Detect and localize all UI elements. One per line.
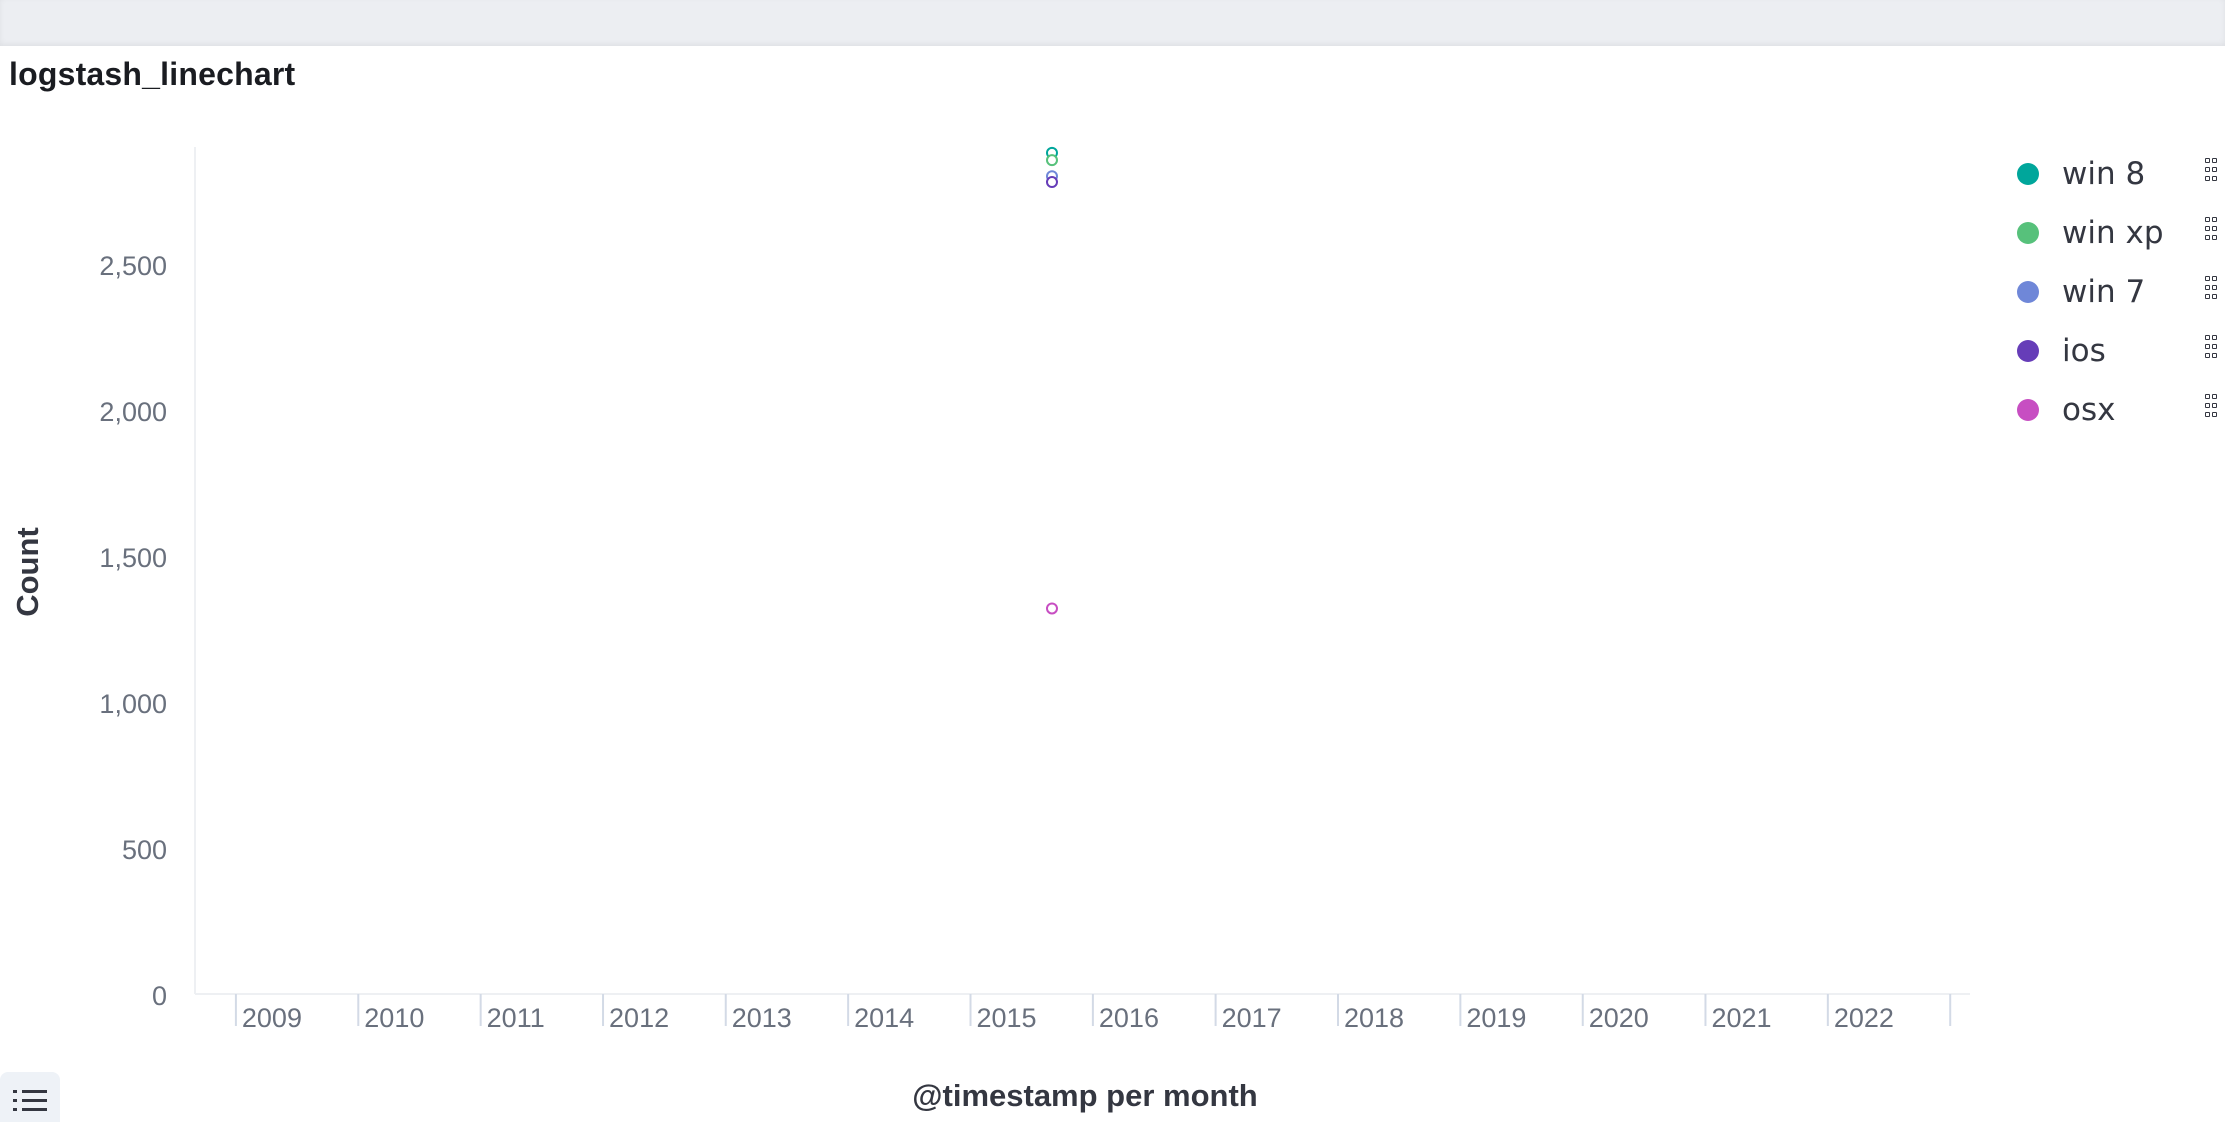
series-points — [1045, 146, 1058, 615]
y-tick-label: 2,500 — [99, 251, 167, 281]
legend-item[interactable]: win xp — [2010, 203, 2225, 262]
legend-color-dot — [2017, 221, 2039, 244]
y-axis-ticks: 0 500 1,000 1,500 2,000 2,500 — [99, 251, 167, 1011]
x-tick-label: 2015 — [977, 1003, 1037, 1033]
legend-item[interactable]: osx — [2010, 380, 2225, 439]
y-tick-label: 0 — [152, 981, 167, 1011]
x-tick-label: 2012 — [609, 1003, 669, 1033]
x-axis-label: @timestamp per month — [912, 1078, 1258, 1113]
legend-item[interactable]: win 8 — [2010, 144, 2225, 203]
legend-toggle-button[interactable] — [0, 1072, 60, 1122]
x-tick-label: 2009 — [242, 1003, 302, 1033]
x-tick-label: 2016 — [1099, 1003, 1159, 1033]
x-tick-label: 2019 — [1466, 1003, 1526, 1033]
x-tick-label: 2010 — [364, 1003, 424, 1033]
panel-title: logstash_linechart — [9, 56, 296, 92]
legend-label: osx — [2062, 391, 2116, 428]
x-tick-label: 2022 — [1834, 1003, 1894, 1033]
legend-label: ios — [2062, 332, 2106, 369]
legend-label: win 7 — [2062, 273, 2146, 310]
y-tick-label: 500 — [122, 835, 167, 865]
x-axis-ticks: 2009 2010 2011 2012 2013 2014 2015 2016 2017 2018… — [234, 994, 1952, 1033]
x-tick-label: 2017 — [1222, 1003, 1282, 1033]
x-tick-label: 2014 — [854, 1003, 914, 1033]
top-toolbar — [0, 0, 2225, 46]
legend-item[interactable]: ios — [2010, 321, 2225, 380]
grab-handle-icon[interactable] — [2205, 335, 2219, 365]
chart-axes — [194, 147, 1970, 995]
y-tick-label: 2,000 — [99, 397, 167, 427]
y-tick-label: 1,000 — [99, 689, 167, 719]
legend-color-dot — [2017, 398, 2039, 421]
x-tick-label: 2013 — [732, 1003, 792, 1033]
x-tick-label: 2021 — [1711, 1003, 1771, 1033]
legend-color-dot — [2017, 162, 2039, 185]
data-point — [1045, 154, 1058, 167]
legend-label: win xp — [2062, 214, 2164, 251]
data-point — [1045, 176, 1058, 189]
data-point — [1045, 602, 1058, 615]
legend-item[interactable]: win 7 — [2010, 262, 2225, 321]
x-tick-label: 2011 — [487, 1003, 545, 1033]
legend-color-dot — [2017, 280, 2039, 303]
x-tick-label: 2020 — [1589, 1003, 1649, 1033]
grab-handle-icon[interactable] — [2205, 158, 2219, 188]
list-icon — [13, 1090, 47, 1111]
grab-handle-icon[interactable] — [2205, 276, 2219, 306]
grab-handle-icon[interactable] — [2205, 217, 2219, 247]
y-axis-label: Count — [10, 527, 45, 617]
grab-handle-icon[interactable] — [2205, 394, 2219, 424]
x-tick-label: 2018 — [1344, 1003, 1404, 1033]
legend-label: win 8 — [2062, 155, 2146, 192]
legend-color-dot — [2017, 339, 2039, 362]
y-tick-label: 1,500 — [99, 543, 167, 573]
chart-legend: win 8 win xp win 7 ios osx — [2010, 144, 2225, 439]
